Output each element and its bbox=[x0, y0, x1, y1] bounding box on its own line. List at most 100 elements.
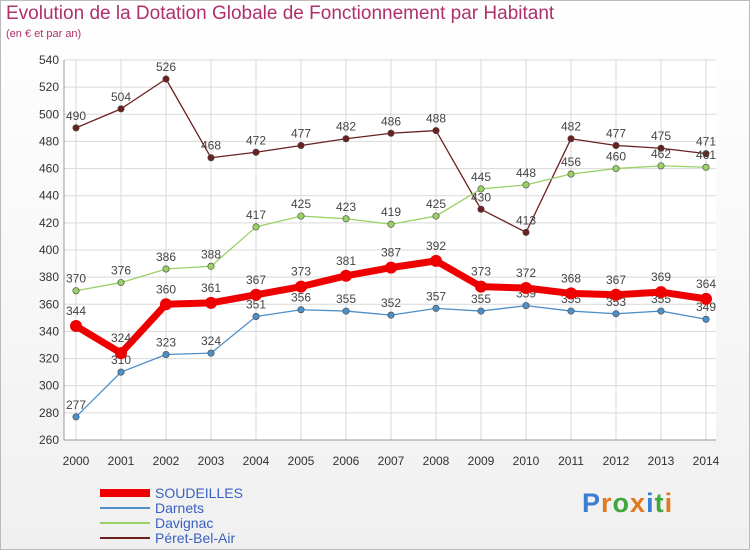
y-tick-label: 360 bbox=[39, 297, 59, 311]
data-point bbox=[162, 350, 170, 358]
data-point bbox=[297, 142, 305, 150]
data-label: 482 bbox=[336, 120, 356, 134]
data-point bbox=[72, 413, 80, 421]
data-label: 430 bbox=[471, 190, 491, 204]
data-label: 352 bbox=[381, 296, 401, 310]
legend-label: SOUDEILLES bbox=[155, 485, 243, 501]
y-tick-label: 520 bbox=[39, 80, 59, 94]
data-point bbox=[387, 220, 395, 228]
logo-letter: r bbox=[601, 488, 613, 518]
chart-title: Evolution de la Dotation Globale de Fonc… bbox=[6, 3, 555, 24]
chart-subtitle: (en € et par an) bbox=[6, 28, 82, 40]
data-label: 413 bbox=[516, 213, 536, 227]
data-point bbox=[342, 307, 350, 315]
y-tick-label: 540 bbox=[39, 53, 59, 67]
data-point bbox=[342, 135, 350, 143]
data-point bbox=[70, 320, 82, 332]
data-point bbox=[477, 205, 485, 213]
data-label: 477 bbox=[606, 127, 626, 141]
data-label: 419 bbox=[381, 205, 401, 219]
data-point bbox=[567, 170, 575, 178]
data-point bbox=[115, 347, 127, 360]
x-tick-label: 2007 bbox=[378, 454, 405, 468]
logo-letter: P bbox=[582, 488, 602, 518]
data-label: 388 bbox=[201, 247, 221, 261]
data-label: 349 bbox=[696, 300, 716, 314]
data-label: 367 bbox=[246, 273, 266, 287]
logo-letter: i bbox=[646, 488, 655, 518]
data-point bbox=[250, 288, 262, 301]
data-label: 324 bbox=[111, 331, 131, 345]
data-point bbox=[162, 265, 170, 273]
data-label: 475 bbox=[651, 129, 671, 143]
data-point bbox=[205, 296, 217, 309]
x-tick-label: 2012 bbox=[603, 454, 630, 468]
logo-letter: o bbox=[612, 488, 631, 518]
data-point bbox=[700, 292, 712, 305]
x-tick-label: 2011 bbox=[558, 454, 584, 468]
data-label: 356 bbox=[291, 291, 311, 305]
data-point bbox=[520, 282, 532, 294]
data-label: 472 bbox=[246, 133, 266, 147]
data-point bbox=[612, 165, 620, 173]
logo-letter: i bbox=[664, 488, 674, 518]
data-label: 351 bbox=[246, 298, 266, 312]
data-label: 364 bbox=[696, 277, 716, 291]
data-label: 448 bbox=[516, 166, 536, 180]
data-label: 361 bbox=[201, 281, 221, 295]
data-label: 355 bbox=[471, 292, 491, 306]
data-label: 460 bbox=[606, 150, 626, 164]
y-tick-label: 440 bbox=[39, 189, 59, 203]
data-point bbox=[432, 127, 440, 135]
x-tick-label: 2003 bbox=[198, 454, 225, 468]
y-tick-label: 260 bbox=[39, 433, 59, 447]
data-point bbox=[160, 298, 172, 311]
data-label: 344 bbox=[66, 304, 86, 318]
y-tick-label: 280 bbox=[39, 406, 59, 420]
data-point bbox=[610, 288, 622, 301]
data-label: 368 bbox=[561, 271, 581, 285]
x-tick-label: 2010 bbox=[513, 454, 540, 468]
data-point bbox=[565, 287, 577, 300]
data-point bbox=[702, 163, 710, 171]
data-label: 477 bbox=[291, 127, 311, 141]
legend-swatch bbox=[100, 489, 150, 497]
y-tick-label: 420 bbox=[39, 216, 59, 230]
data-point bbox=[207, 349, 215, 357]
data-point bbox=[117, 368, 125, 376]
data-label: 386 bbox=[156, 250, 176, 264]
data-label: 376 bbox=[111, 264, 131, 278]
data-point bbox=[297, 306, 305, 314]
data-point bbox=[342, 215, 350, 223]
data-point bbox=[475, 280, 487, 293]
y-tick-label: 340 bbox=[39, 324, 59, 338]
data-point bbox=[567, 307, 575, 315]
data-point bbox=[72, 287, 80, 295]
data-label: 486 bbox=[381, 114, 401, 128]
data-label: 355 bbox=[336, 292, 356, 306]
data-point bbox=[387, 311, 395, 319]
x-tick-label: 2001 bbox=[108, 454, 135, 468]
data-point bbox=[655, 286, 667, 299]
data-point bbox=[657, 307, 665, 315]
data-point bbox=[252, 148, 260, 156]
data-label: 372 bbox=[516, 266, 536, 280]
data-point bbox=[295, 280, 307, 293]
x-tick-label: 2014 bbox=[693, 454, 720, 468]
legend-swatch bbox=[100, 507, 150, 509]
logo-letter: t bbox=[654, 488, 665, 518]
x-tick-label: 2013 bbox=[648, 454, 675, 468]
x-tick-label: 2009 bbox=[468, 454, 495, 468]
data-point bbox=[477, 185, 485, 193]
data-label: 373 bbox=[291, 265, 311, 279]
data-label: 353 bbox=[606, 295, 626, 309]
legend-swatch bbox=[100, 522, 150, 524]
data-point bbox=[207, 154, 215, 162]
x-tick-label: 2008 bbox=[423, 454, 450, 468]
data-label: 490 bbox=[66, 109, 86, 123]
data-point bbox=[252, 312, 260, 320]
y-tick-label: 480 bbox=[39, 134, 59, 148]
data-point bbox=[612, 310, 620, 318]
logo-letter: x bbox=[630, 488, 647, 518]
